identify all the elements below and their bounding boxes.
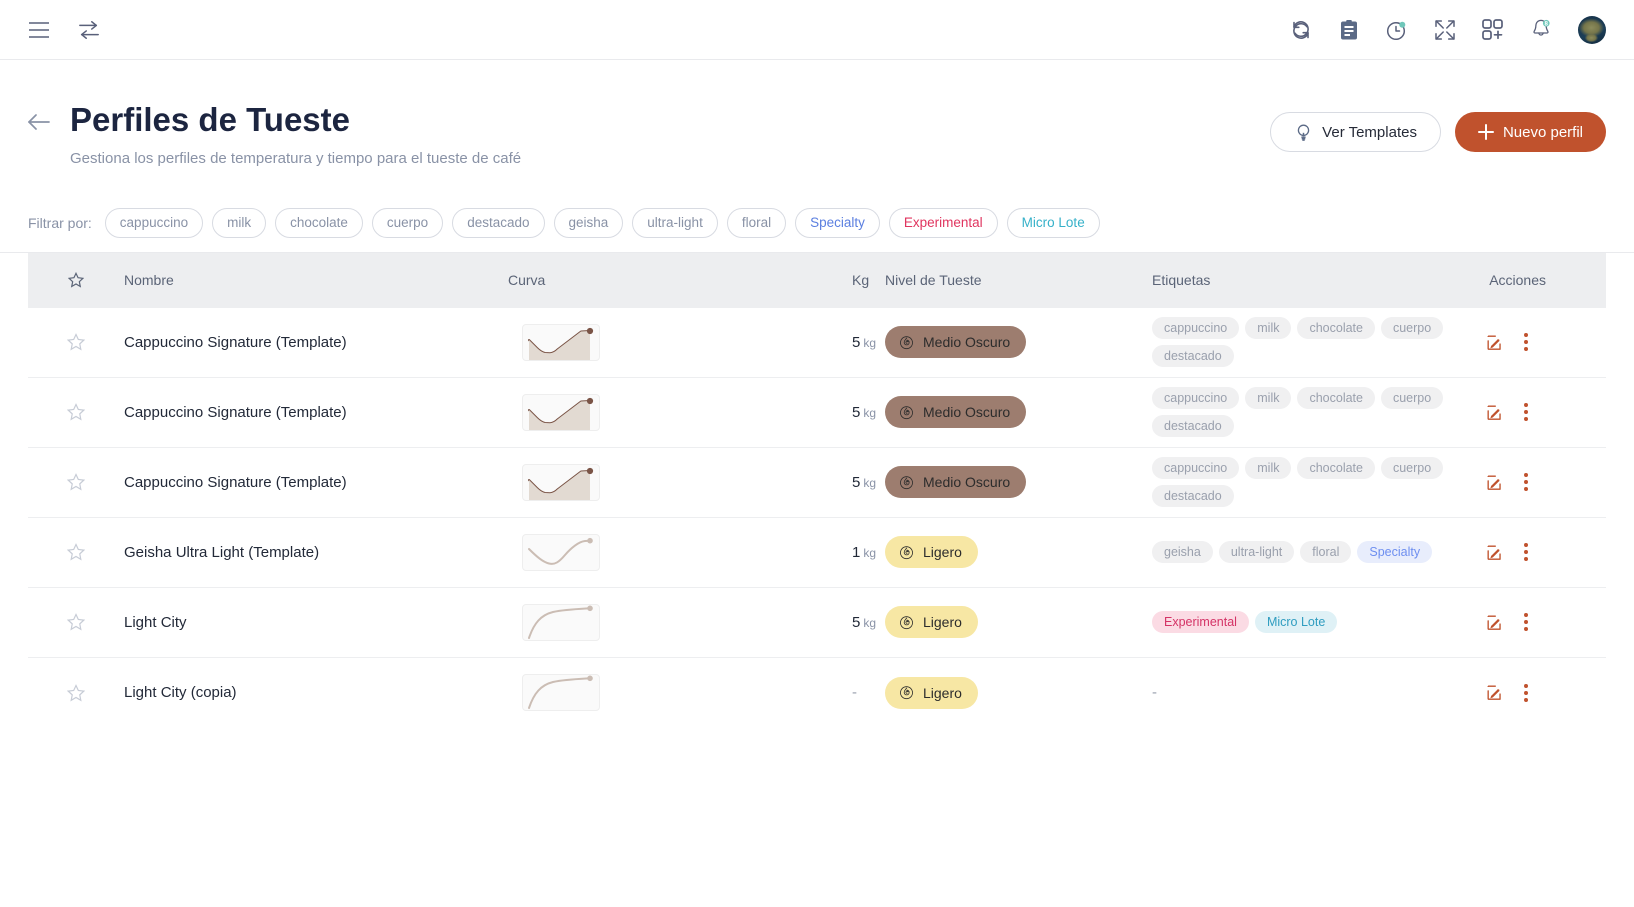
svg-text:8: 8: [1545, 21, 1549, 28]
